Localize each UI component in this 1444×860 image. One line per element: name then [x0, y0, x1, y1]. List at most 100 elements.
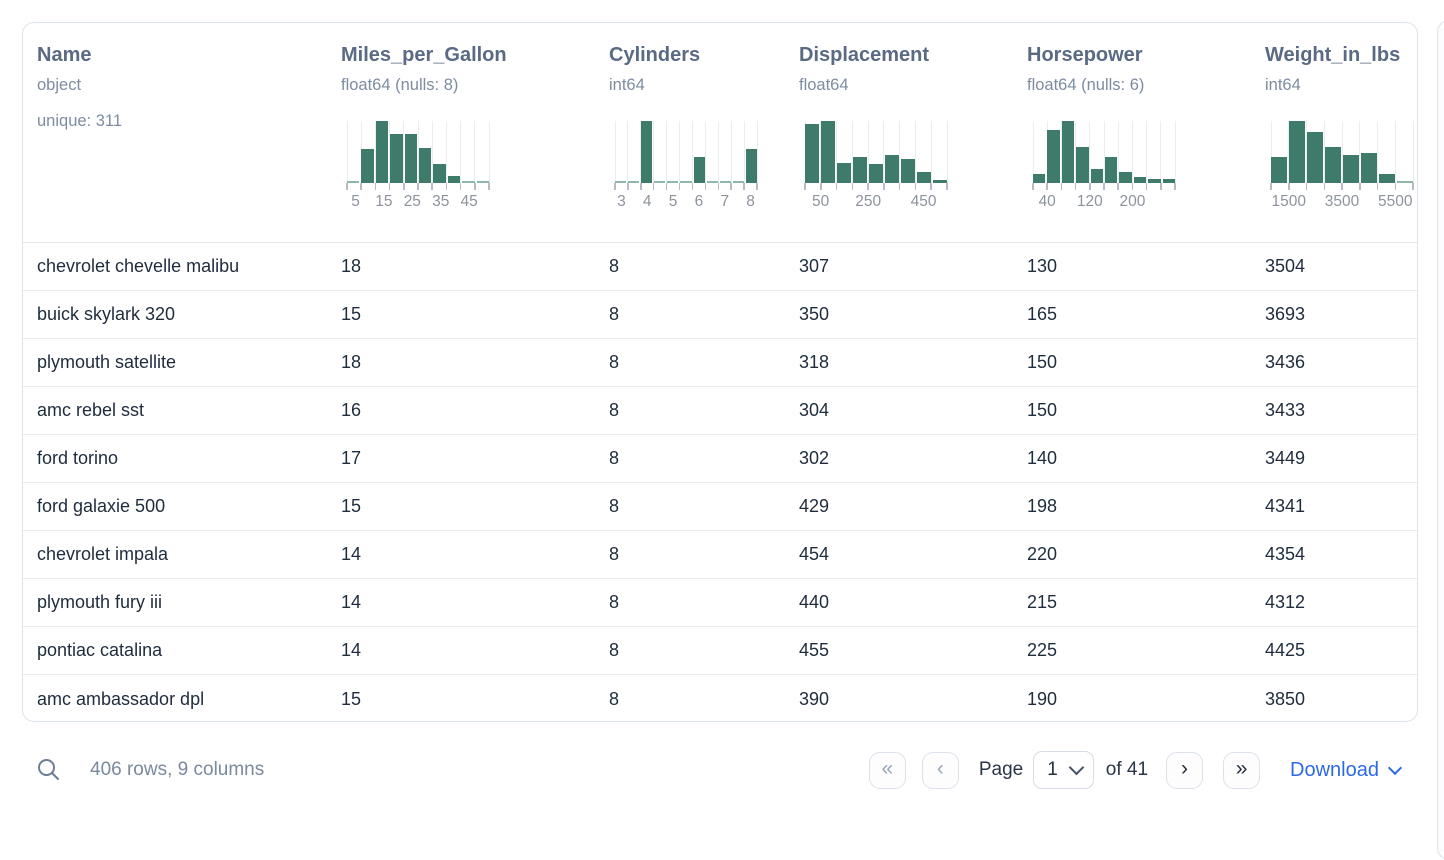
last-page-button[interactable]: » — [1223, 751, 1261, 789]
histogram-gridline — [1146, 121, 1148, 183]
histogram-bar — [419, 147, 432, 183]
search-icon[interactable] — [36, 757, 62, 783]
histogram-bar — [869, 164, 883, 183]
cell-value: 140 — [1027, 448, 1058, 468]
axis-tick — [704, 183, 707, 190]
histogram-bar — [462, 181, 475, 183]
first-page-button[interactable]: « — [868, 751, 906, 789]
cell-value: 165 — [1027, 304, 1058, 324]
histogram-gridline — [820, 121, 822, 183]
cell-value: 440 — [799, 592, 830, 612]
axis-tick — [488, 183, 490, 190]
axis-tick-label: 4 — [642, 193, 652, 210]
cell-value: 18 — [341, 352, 362, 372]
column-header-horsepower[interactable]: Horsepower float64 (nulls: 6) 40 120 200 — [1027, 23, 1265, 242]
histogram-gridline — [360, 121, 362, 183]
column-title: Horsepower — [1027, 44, 1143, 66]
histogram-gridline — [488, 121, 490, 183]
axis-tick-label: 6 — [694, 193, 704, 210]
cell-value: 8 — [609, 352, 620, 372]
cell-value: 455 — [799, 640, 830, 660]
table-row[interactable]: pontiac catalina 14 8 455 225 4425 — [23, 627, 1417, 675]
axis-tick-label: 3 — [617, 193, 626, 210]
cell-value: 14 — [341, 544, 362, 564]
histogram-gridline — [431, 121, 433, 183]
axis-tick — [730, 183, 732, 190]
histogram-axis — [614, 183, 758, 190]
column-header-displacement[interactable]: Displacement float64 50 250 450 — [799, 23, 1027, 242]
table-body: chevrolet chevelle malibu 18 8 307 130 3504 bu… — [23, 243, 1417, 721]
column-header-cylinders[interactable]: Cylinders int64 3 4 5 6 7 8 — [609, 23, 799, 242]
histogram-gridline — [717, 121, 719, 183]
cell-value: 4341 — [1265, 496, 1306, 516]
histogram-bar — [706, 181, 718, 183]
column-title: Weight_in_lbs — [1265, 44, 1401, 66]
prev-page-button[interactable]: ‹ — [921, 751, 959, 789]
histogram-bar — [1397, 181, 1413, 183]
table-row[interactable]: ford galaxie 500 15 8 429 198 4341 — [23, 483, 1417, 531]
cell-value: 8 — [609, 448, 620, 468]
axis-tick — [1117, 183, 1119, 190]
pagination-controls: « ‹ Page 1 of 41 › » Download — [868, 751, 1403, 789]
axis-tick-label: 1500 — [1271, 193, 1306, 210]
download-button[interactable]: Download — [1290, 758, 1403, 782]
page-select[interactable]: 1 — [1033, 751, 1094, 789]
histogram-gridline — [1359, 121, 1361, 183]
histogram-tick-labels: 1500 3500 5500 — [1271, 190, 1413, 210]
histogram-gridline — [1341, 121, 1343, 183]
table-footer: 406 rows, 9 columns « ‹ Page 1 of 41 › »… — [0, 742, 1444, 798]
download-label: Download — [1290, 758, 1379, 781]
histogram-bar — [719, 181, 731, 183]
cell-value: 307 — [799, 256, 830, 276]
table-row[interactable]: plymouth satellite 18 8 318 150 3436 — [23, 339, 1417, 387]
axis-tick — [691, 183, 694, 190]
axis-tick — [431, 183, 433, 190]
column-header-weight_in_lbs[interactable]: Weight_in_lbs int64 1500 3500 5500 — [1265, 23, 1417, 242]
histogram-gridline — [704, 121, 706, 183]
cell-value: 15 — [341, 688, 362, 709]
page-select-value: 1 — [1047, 759, 1058, 780]
column-histogram: 40 120 200 — [1032, 121, 1176, 211]
histogram-bar — [641, 121, 653, 183]
table-row[interactable]: ford torino 17 8 302 140 3449 — [23, 435, 1417, 483]
table-row[interactable]: amc ambassador dpl 15 8 390 190 3850 — [23, 675, 1417, 721]
histogram-gridline — [460, 121, 462, 183]
histogram-bar — [390, 134, 403, 183]
table-row[interactable]: chevrolet chevelle malibu 18 8 307 130 3504 — [23, 243, 1417, 291]
histogram-gridline — [1306, 121, 1307, 183]
axis-tick — [445, 183, 448, 190]
cell-name: plymouth fury iii — [37, 592, 163, 612]
column-header-name[interactable]: Name object unique: 311 — [23, 23, 341, 242]
next-page-button[interactable]: › — [1166, 751, 1204, 789]
histogram-bars — [1270, 121, 1414, 183]
histogram-bar — [901, 159, 915, 183]
histogram-bar — [1343, 155, 1359, 183]
cell-value: 198 — [1027, 496, 1058, 516]
chevron-down-icon — [1387, 760, 1403, 775]
histogram-bar — [917, 171, 931, 183]
table-row[interactable]: plymouth fury iii 14 8 440 215 4312 — [23, 579, 1417, 627]
axis-tick — [1341, 183, 1343, 190]
histogram-gridline — [1377, 121, 1378, 183]
histogram-bar — [628, 181, 640, 183]
histogram-gridline — [930, 121, 932, 183]
column-title: Name — [37, 44, 92, 66]
histogram-bar — [654, 181, 666, 183]
cell-value: 14 — [341, 592, 362, 612]
axis-tick-label: 40 — [1038, 193, 1056, 210]
table-row[interactable]: buick skylark 320 15 8 350 165 3693 — [23, 291, 1417, 339]
cell-name: chevrolet impala — [37, 544, 169, 564]
histogram-gridline — [1323, 121, 1325, 183]
axis-tick — [1145, 183, 1148, 190]
axis-tick — [346, 183, 348, 190]
histogram-axis — [1270, 183, 1414, 190]
histogram-gridline — [743, 121, 745, 183]
histogram-bar — [1379, 173, 1395, 183]
column-type: float64 (nulls: 6) — [1027, 76, 1145, 94]
histogram-bar — [1047, 130, 1060, 183]
table-row[interactable]: chevrolet impala 14 8 454 220 4354 — [23, 531, 1417, 579]
column-header-miles_per_gallon[interactable]: Miles_per_Gallon float64 (nulls: 8) 5 15 25 3… — [341, 23, 609, 242]
table-row[interactable]: amc rebel sst 16 8 304 150 3433 — [23, 387, 1417, 435]
histogram-gridline — [640, 121, 642, 183]
